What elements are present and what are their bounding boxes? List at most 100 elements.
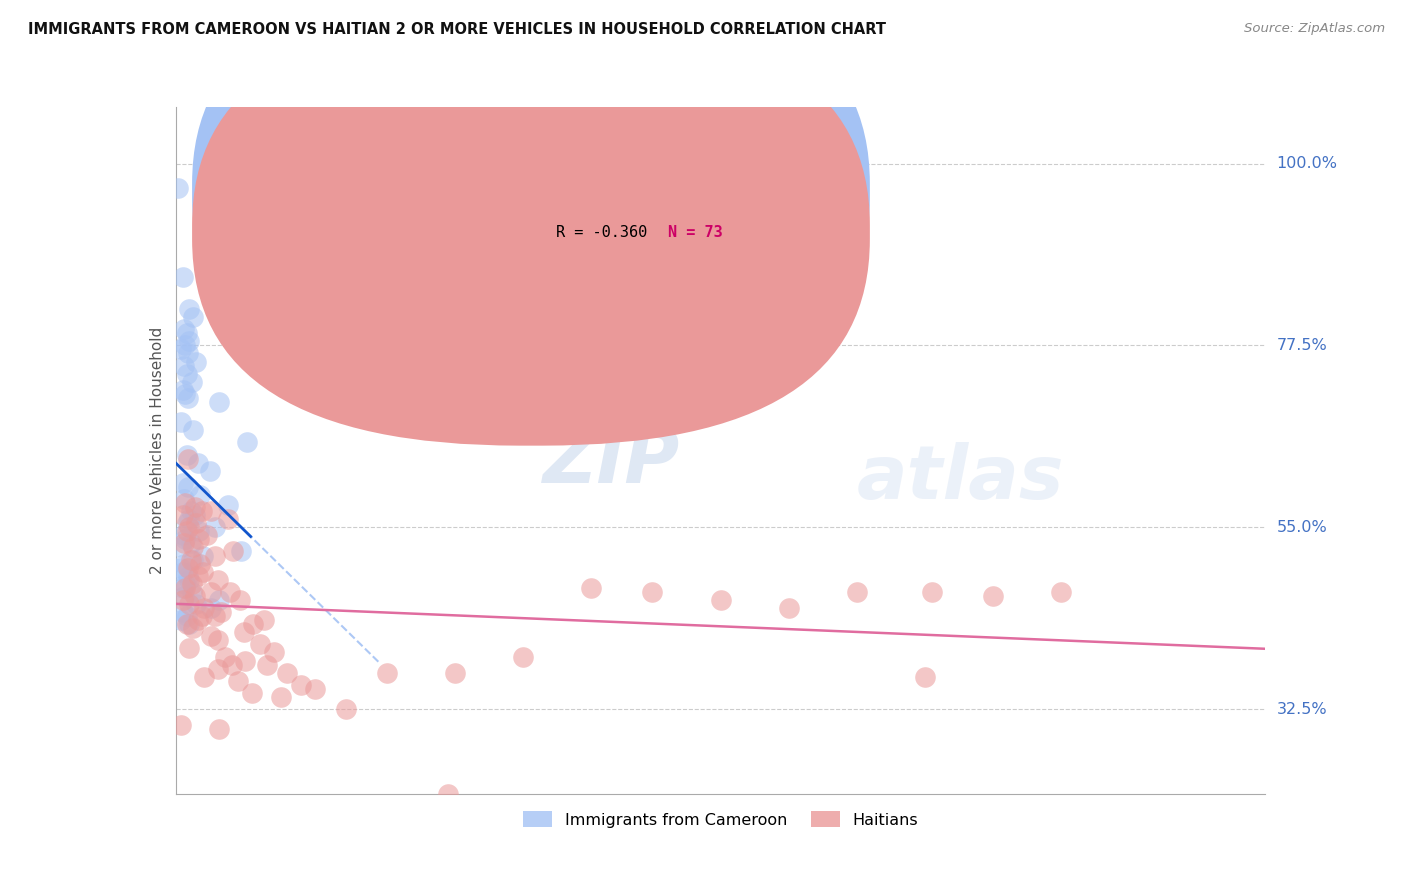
Point: [181, 576, 204, 591]
Point: [170, 343, 193, 357]
Point: [191, 565, 214, 579]
Point: [207, 662, 229, 676]
Point: [167, 181, 190, 195]
Point: [204, 549, 226, 563]
Point: [172, 605, 194, 619]
Point: [179, 520, 201, 534]
Point: [204, 609, 226, 624]
Point: [170, 613, 193, 627]
Point: [177, 560, 200, 574]
Point: [193, 601, 215, 615]
Point: [172, 475, 194, 490]
Point: [179, 641, 201, 656]
Point: [217, 498, 239, 512]
Point: [183, 552, 205, 566]
Point: [256, 657, 278, 672]
Text: 77.5%: 77.5%: [1277, 338, 1327, 353]
Point: [174, 533, 197, 547]
Point: [198, 464, 221, 478]
Point: [173, 557, 195, 571]
Point: [172, 508, 194, 522]
Point: [208, 395, 231, 409]
Point: [195, 528, 218, 542]
Point: [200, 504, 222, 518]
Text: 32.5%: 32.5%: [1277, 701, 1327, 716]
Point: [193, 670, 215, 684]
Point: [183, 423, 205, 437]
Point: [186, 568, 209, 582]
Point: [276, 665, 298, 680]
Point: [184, 500, 207, 514]
Point: [188, 557, 211, 571]
Y-axis label: 2 or more Vehicles in Household: 2 or more Vehicles in Household: [149, 326, 165, 574]
Point: [186, 456, 209, 470]
Point: [437, 787, 460, 801]
Text: ZIP: ZIP: [543, 426, 679, 500]
Point: [444, 665, 467, 680]
Point: [304, 681, 326, 696]
Point: [173, 322, 195, 336]
Text: atlas: atlas: [856, 442, 1064, 516]
Point: [176, 326, 198, 341]
Point: [172, 581, 194, 595]
FancyBboxPatch shape: [193, 0, 870, 404]
Point: [222, 544, 245, 558]
Point: [174, 387, 197, 401]
Point: [173, 491, 195, 506]
Point: [179, 573, 201, 587]
Point: [176, 609, 198, 624]
Text: IMMIGRANTS FROM CAMEROON VS HAITIAN 2 OR MORE VEHICLES IN HOUSEHOLD CORRELATION : IMMIGRANTS FROM CAMEROON VS HAITIAN 2 OR…: [28, 22, 886, 37]
Point: [181, 375, 204, 389]
Point: [232, 625, 254, 640]
Point: [179, 334, 201, 349]
Point: [219, 585, 242, 599]
Point: [233, 654, 256, 668]
Point: [180, 552, 202, 566]
Point: [176, 524, 198, 539]
Point: [188, 488, 211, 502]
Point: [242, 617, 264, 632]
Point: [710, 593, 733, 607]
Point: [204, 520, 226, 534]
Point: [176, 617, 198, 632]
Point: [170, 560, 193, 574]
Point: [186, 354, 208, 368]
Point: [186, 516, 208, 531]
Point: [183, 621, 205, 635]
Point: [914, 670, 936, 684]
Point: [270, 690, 292, 704]
Point: [190, 504, 212, 518]
Point: [191, 549, 214, 563]
Point: [217, 512, 239, 526]
Point: [173, 536, 195, 550]
Point: [186, 613, 209, 627]
Point: [240, 686, 263, 700]
Point: [981, 589, 1004, 603]
Point: [209, 605, 232, 619]
Text: R =  0.283: R = 0.283: [555, 184, 647, 198]
Point: [176, 516, 198, 531]
Point: [200, 601, 222, 615]
Point: [921, 585, 943, 599]
Point: [512, 649, 534, 664]
Text: N = 58: N = 58: [668, 184, 723, 198]
Point: [253, 613, 276, 627]
Point: [228, 673, 250, 688]
Point: [184, 589, 207, 603]
Point: [174, 496, 197, 510]
Text: Source: ZipAtlas.com: Source: ZipAtlas.com: [1244, 22, 1385, 36]
Point: [172, 565, 194, 579]
Point: [174, 581, 197, 595]
Point: [208, 723, 231, 737]
Point: [183, 310, 205, 325]
Point: [187, 533, 209, 547]
Point: [176, 448, 198, 462]
Point: [200, 629, 222, 643]
Point: [184, 508, 207, 522]
Point: [207, 633, 229, 648]
Point: [172, 269, 194, 284]
FancyBboxPatch shape: [193, 19, 870, 446]
Point: [179, 512, 201, 526]
Point: [229, 593, 252, 607]
Point: [183, 541, 205, 555]
